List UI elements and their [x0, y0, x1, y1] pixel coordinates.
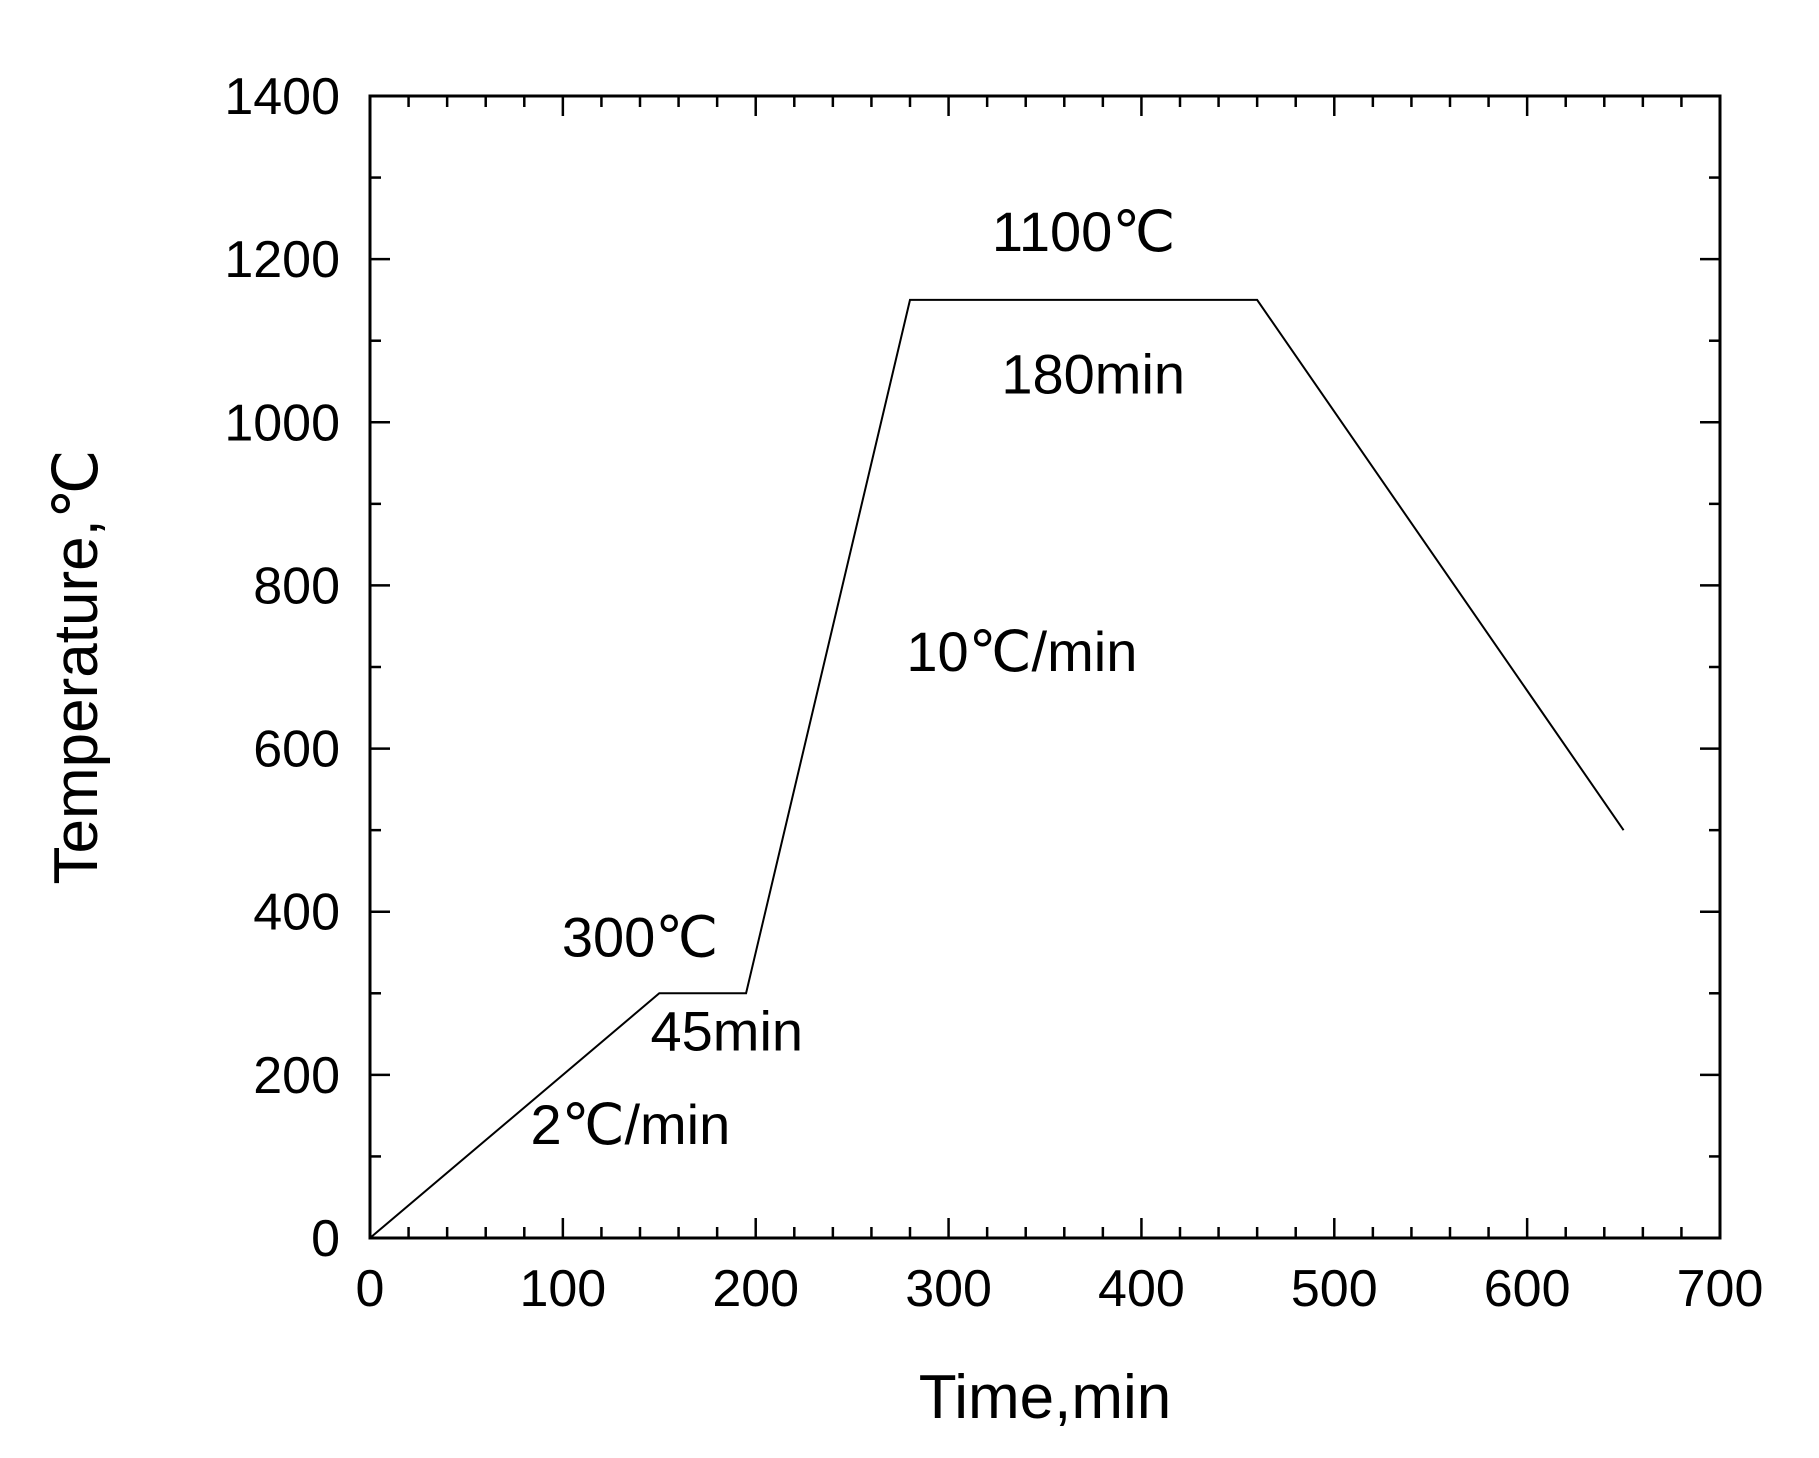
x-tick-label: 200: [712, 1260, 799, 1318]
y-tick-label: 800: [253, 557, 340, 615]
axis-ticks: [368, 94, 1722, 1240]
annotation-label: 45min: [651, 999, 804, 1062]
y-tick-label: 1200: [224, 231, 340, 289]
x-tick-label: 400: [1098, 1260, 1185, 1318]
annotation-label: 300℃: [562, 906, 718, 969]
annotations-layer: 1100℃ 180min 10℃/min 300℃ 45min 2℃/min: [530, 200, 1185, 1156]
y-tick-label: 400: [253, 884, 340, 942]
y-axis-title: Temperature,℃: [42, 450, 111, 885]
series-line: [369, 298, 1625, 1239]
y-tick-label: 0: [311, 1210, 340, 1268]
annotation-label: 180min: [1001, 343, 1185, 406]
x-tick-label: 0: [356, 1260, 385, 1318]
annotation-label: 1100℃: [992, 200, 1175, 263]
x-tick-label: 600: [1484, 1260, 1571, 1318]
x-tick-label: 700: [1677, 1260, 1764, 1318]
y-tick-label: 600: [253, 721, 340, 779]
x-tick-label: 300: [905, 1260, 992, 1318]
y-tick-label: 1400: [224, 68, 340, 126]
series-layer: [369, 298, 1625, 1239]
y-tick-label: 200: [253, 1047, 340, 1105]
annotation-label: 10℃/min: [906, 620, 1137, 683]
x-tick-label: 100: [519, 1260, 606, 1318]
x-axis-title: Time,min: [919, 1363, 1172, 1432]
annotation-label: 2℃/min: [530, 1093, 730, 1156]
y-tick-label: 1000: [224, 394, 340, 452]
x-tick-label: 500: [1291, 1260, 1378, 1318]
tick-labels: 0 100 200 300 400 500 600 700 0 200 400 600 800 1000 1…: [224, 68, 1763, 1318]
